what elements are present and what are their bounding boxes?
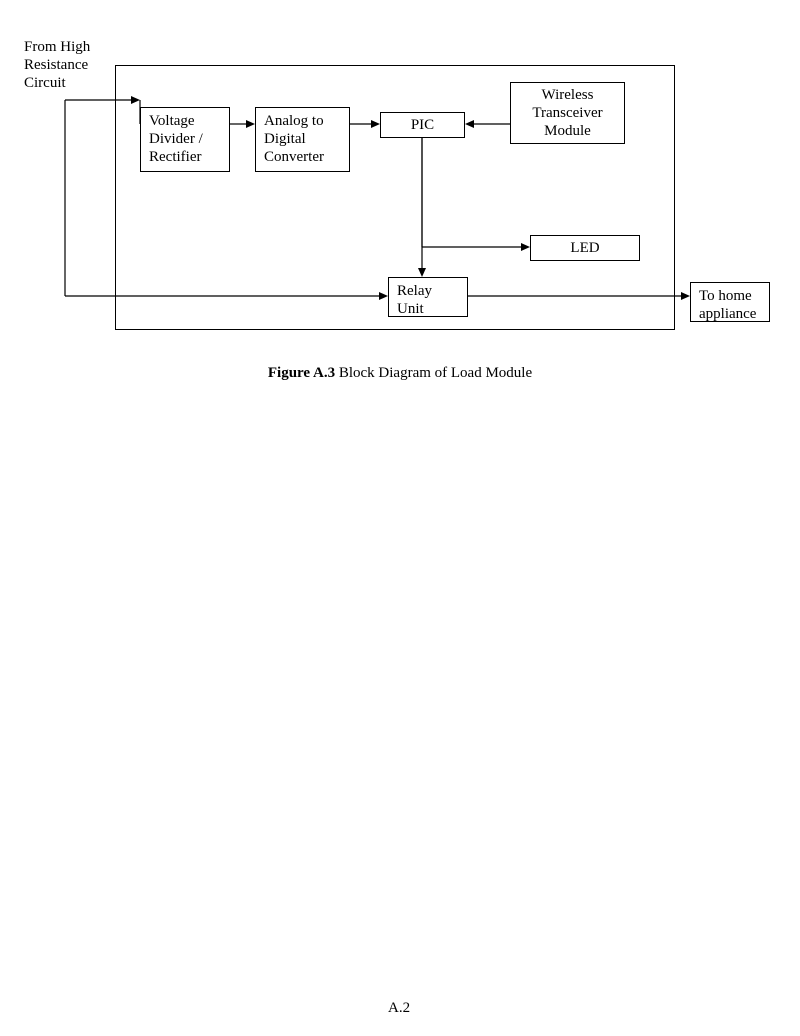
adc-block: Analog toDigitalConverter: [255, 107, 350, 172]
pic-block: PIC: [380, 112, 465, 138]
figure-caption: Figure A.3 Block Diagram of Load Module: [0, 365, 800, 382]
page: From HighResistanceCircuit VoltageDivide…: [0, 0, 800, 1036]
wireless-transceiver-block: WirelessTransceiverModule: [510, 82, 625, 144]
relay-unit-block: RelayUnit: [388, 277, 468, 317]
figure-caption-bold: Figure A.3: [268, 365, 335, 381]
figure-caption-rest: Block Diagram of Load Module: [335, 365, 532, 381]
voltage-divider-rectifier-block: VoltageDivider /Rectifier: [140, 107, 230, 172]
led-block: LED: [530, 235, 640, 261]
page-number: A.2: [388, 1000, 410, 1017]
input-label: From HighResistanceCircuit: [24, 38, 114, 93]
output-label: To homeappliance: [690, 282, 770, 322]
